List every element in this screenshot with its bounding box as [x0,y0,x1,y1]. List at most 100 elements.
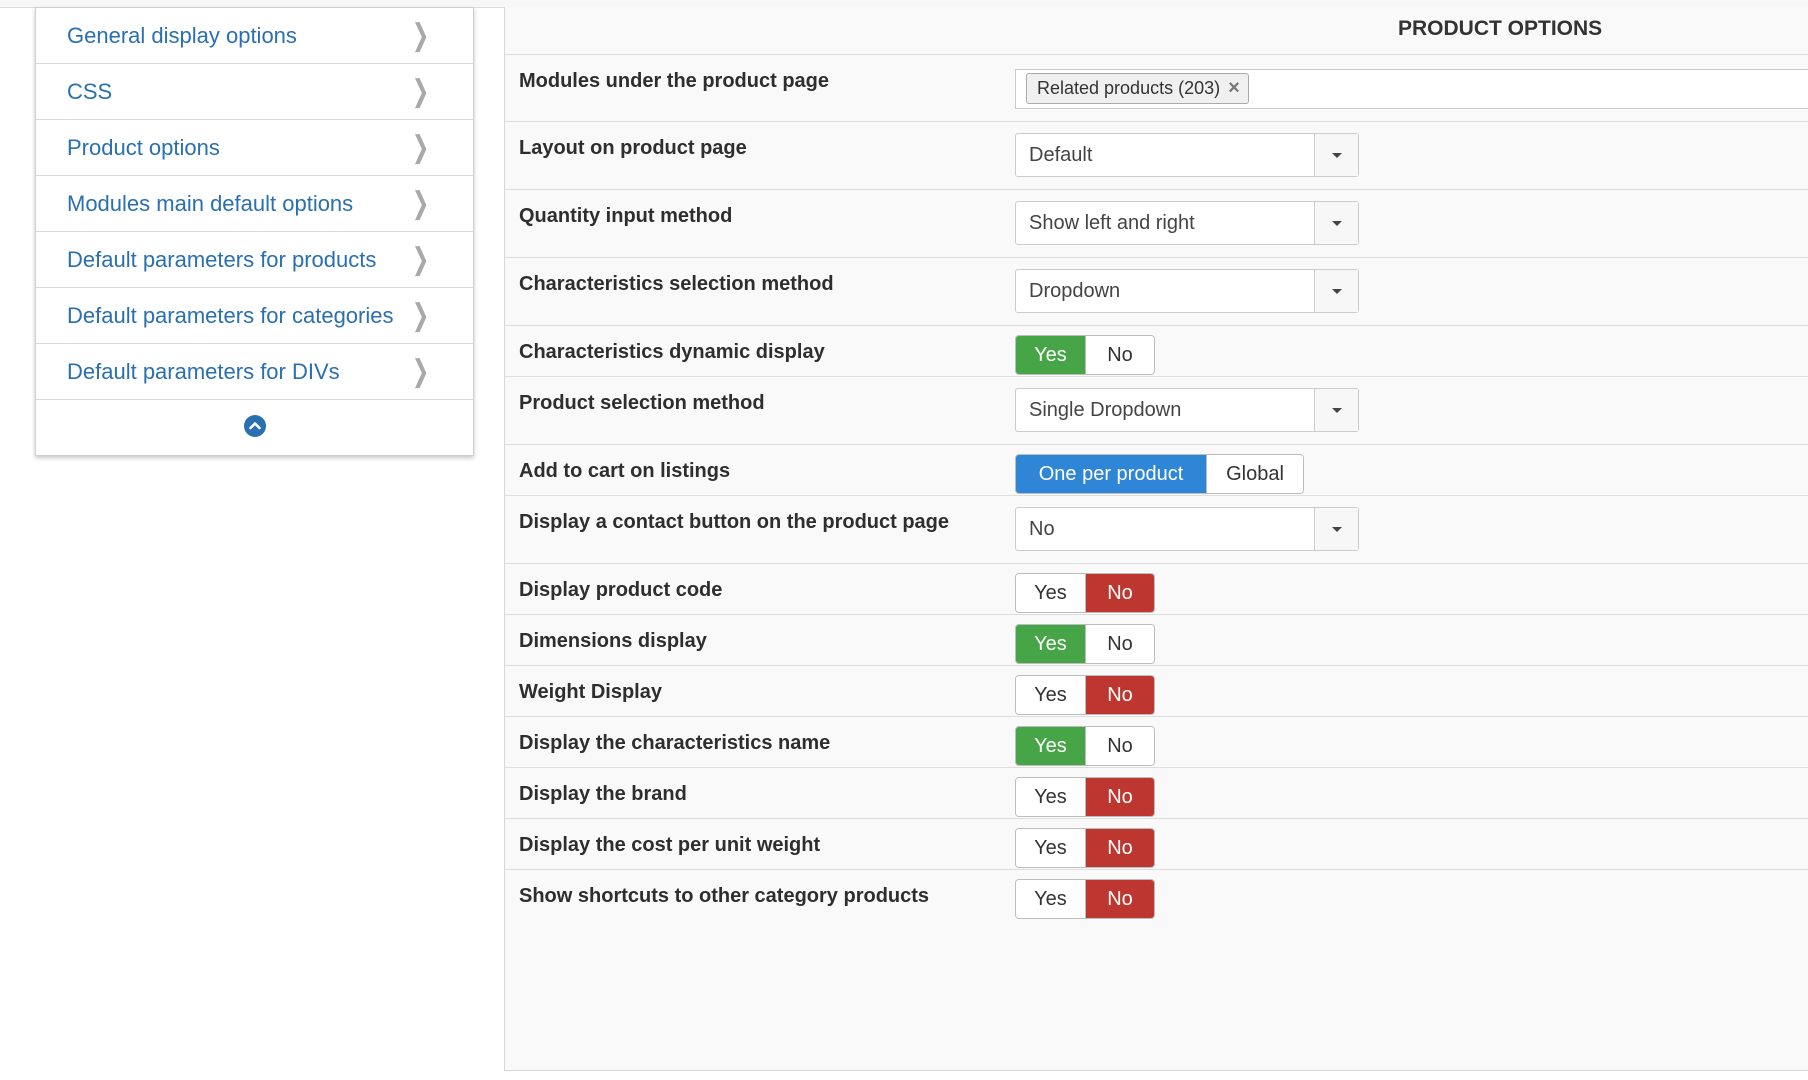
row-label: Characteristics selection method [519,273,834,295]
module-tag-label: Related products (203) [1037,78,1221,98]
panel-title: PRODUCT OPTIONS [1398,17,1603,40]
select-value: No [1029,518,1055,540]
row-label: Characteristics dynamic display [519,341,825,363]
no-button[interactable]: No [1085,676,1154,714]
yes-button[interactable]: Yes [1016,880,1085,918]
yes-button[interactable]: Yes [1016,625,1085,663]
cost-per-unit-toggle: Yes No [1015,828,1155,868]
chevron-right-icon: ❯ [411,353,430,389]
row-label: Weight Display [519,681,662,703]
caret-down-icon [1331,526,1342,532]
sidebar-footer [36,400,473,456]
row-label: Product selection method [519,392,765,414]
characteristics-name-toggle: Yes No [1015,726,1155,766]
caret-down-icon [1331,220,1342,226]
sidebar-item-label: Default parameters for categories [67,302,394,328]
sidebar-item-label: Default parameters for DIVs [67,358,340,384]
row-characteristics-selection-method: Characteristics selection method Dropdow… [505,258,1808,326]
chevron-right-icon: ❯ [411,73,430,109]
select-value: Single Dropdown [1029,399,1182,421]
select-value: Default [1029,144,1093,166]
chevron-right-icon: ❯ [411,297,430,333]
yes-button[interactable]: Yes [1016,829,1085,867]
one-per-product-button[interactable]: One per product [1016,455,1206,493]
sidebar-item-product-options[interactable]: Product options ❯ [36,120,473,176]
dropdown-toggle[interactable] [1314,202,1358,244]
chevron-up-circle-icon[interactable] [243,414,266,437]
row-display-product-code: Display product code Yes No [505,564,1808,615]
row-display-brand: Display the brand Yes No [505,768,1808,819]
sidebar-item-modules-main-default-options[interactable]: Modules main default options ❯ [36,176,473,232]
sidebar-item-default-parameters-products[interactable]: Default parameters for products ❯ [36,232,473,288]
row-label: Display product code [519,579,723,601]
caret-down-icon [1331,288,1342,294]
yes-button[interactable]: Yes [1016,336,1085,374]
no-button[interactable]: No [1085,727,1154,765]
row-display-contact-button: Display a contact button on the product … [505,496,1808,564]
product-code-toggle: Yes No [1015,573,1155,613]
no-button[interactable]: No [1085,829,1154,867]
no-button[interactable]: No [1085,625,1154,663]
chevron-right-icon: ❯ [411,129,430,165]
yes-button[interactable]: Yes [1016,676,1085,714]
row-label: Display the brand [519,783,687,805]
select-value: Show left and right [1029,212,1195,234]
global-button[interactable]: Global [1206,455,1303,493]
no-button[interactable]: No [1085,880,1154,918]
caret-down-icon [1331,407,1342,413]
yes-button[interactable]: Yes [1016,778,1085,816]
row-add-to-cart-on-listings: Add to cart on listings One per product … [505,445,1808,496]
layout-select[interactable]: Default [1015,133,1359,177]
row-weight-display: Weight Display Yes No [505,666,1808,717]
panel-header: PRODUCT OPTIONS [505,7,1808,55]
chevron-right-icon: ❯ [411,185,430,221]
row-label: Display a contact button on the product … [519,511,950,533]
module-tag: Related products (203) × [1026,73,1249,104]
chevron-right-icon: ❯ [411,17,430,53]
row-display-cost-per-unit-weight: Display the cost per unit weight Yes No [505,819,1808,870]
yes-button[interactable]: Yes [1016,727,1085,765]
product-selection-select[interactable]: Single Dropdown [1015,388,1359,432]
sidebar-item-default-parameters-categories[interactable]: Default parameters for categories ❯ [36,288,473,344]
characteristics-dynamic-toggle: Yes No [1015,335,1155,375]
modules-tag-input[interactable]: Related products (203) × [1015,69,1808,109]
brand-toggle: Yes No [1015,777,1155,817]
characteristics-method-select[interactable]: Dropdown [1015,269,1359,313]
select-value: Dropdown [1029,280,1121,302]
row-label: Display the characteristics name [519,732,831,754]
quantity-method-select[interactable]: Show left and right [1015,201,1359,245]
product-options-panel: PRODUCT OPTIONS Modules under the produc… [504,7,1808,1071]
dropdown-toggle[interactable] [1314,508,1358,550]
chevron-right-icon: ❯ [411,241,430,277]
sidebar-item-label: Default parameters for products [67,246,377,272]
row-label: Add to cart on listings [519,460,731,482]
row-label: Show shortcuts to other category product… [519,885,930,907]
sidebar-item-default-parameters-divs[interactable]: Default parameters for DIVs ❯ [36,344,473,400]
no-button[interactable]: No [1085,336,1154,374]
row-label: Display the cost per unit weight [519,834,821,856]
row-label: Quantity input method [519,205,733,227]
row-display-characteristics-name: Display the characteristics name Yes No [505,717,1808,768]
sidebar-item-label: CSS [67,78,113,104]
sidebar-item-css[interactable]: CSS ❯ [36,64,473,120]
dropdown-toggle[interactable] [1314,270,1358,312]
row-layout-on-product-page: Layout on product page Default [505,122,1808,190]
dimensions-toggle: Yes No [1015,624,1155,664]
no-button[interactable]: No [1085,778,1154,816]
sidebar-item-general-display-options[interactable]: General display options ❯ [36,8,473,64]
yes-button[interactable]: Yes [1016,574,1085,612]
no-button[interactable]: No [1085,574,1154,612]
row-quantity-input-method: Quantity input method Show left and righ… [505,190,1808,258]
contact-button-select[interactable]: No [1015,507,1359,551]
row-show-shortcuts: Show shortcuts to other category product… [505,870,1808,930]
sidebar-item-label: Product options [67,134,220,160]
row-label: Modules under the product page [519,70,830,92]
weight-toggle: Yes No [1015,675,1155,715]
dropdown-toggle[interactable] [1314,134,1358,176]
dropdown-toggle[interactable] [1314,389,1358,431]
row-label: Dimensions display [519,630,707,652]
remove-tag-icon[interactable]: × [1228,77,1240,99]
row-characteristics-dynamic-display: Characteristics dynamic display Yes No [505,326,1808,377]
shortcuts-toggle: Yes No [1015,879,1155,919]
add-to-cart-toggle: One per product Global [1015,454,1304,494]
